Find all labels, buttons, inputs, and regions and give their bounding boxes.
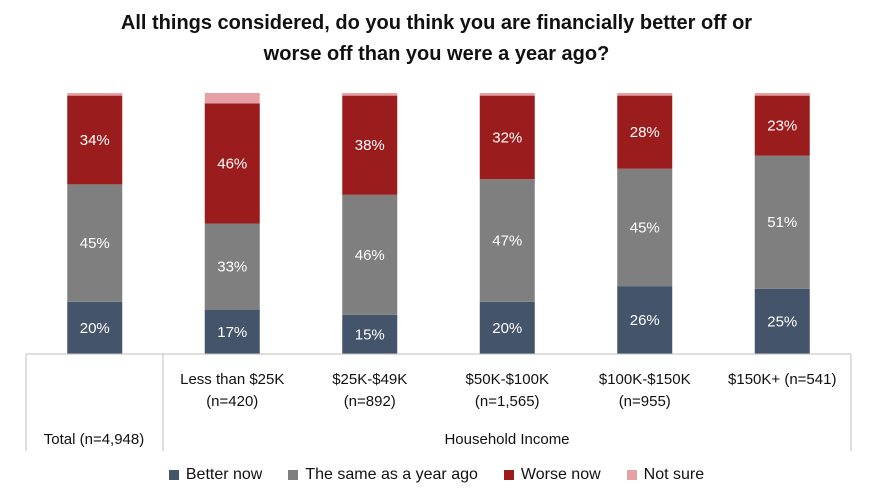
bar-3-4	[479, 95, 535, 180]
data-label-2-6: 51%	[767, 214, 797, 231]
legend-item-not-sure: Not sure	[626, 466, 705, 484]
data-label-1-1: 20%	[80, 320, 110, 337]
bar-3-6	[754, 95, 810, 156]
chart-title: All things considered, do you think you …	[0, 8, 873, 70]
data-label-2-1: 45%	[80, 235, 110, 252]
category-label-5: $100K-$150K	[599, 371, 691, 388]
data-label-3-6: 23%	[767, 118, 797, 135]
legend-swatch-better-now	[168, 470, 179, 480]
data-label-1-6: 25%	[767, 313, 797, 330]
group-label-total: Total (n=4,948)	[44, 431, 144, 448]
category-label-4: $50K-$100K	[466, 371, 549, 388]
legend-label-worse-now: Worse now	[520, 466, 601, 483]
bar-3-3	[342, 95, 398, 195]
bar-3-5	[617, 95, 673, 169]
legend-label-not-sure: Not sure	[643, 466, 705, 483]
data-label-3-1: 34%	[80, 132, 110, 149]
legend-label-better-now: Better now	[185, 466, 263, 483]
data-label-3-2: 46%	[217, 155, 247, 172]
legend-swatch-not-sure	[626, 470, 637, 480]
bar-4-6	[754, 93, 810, 96]
bar-3-1	[67, 95, 123, 185]
data-label-1-5: 26%	[630, 312, 660, 329]
bar-1-1	[67, 301, 123, 354]
data-label-1-4: 20%	[492, 320, 522, 337]
legend-item-better-now: Better now	[168, 466, 263, 484]
data-label-1-2: 17%	[217, 324, 247, 341]
bar-1-4	[479, 301, 535, 354]
category-sublabel-3: (n=892)	[344, 393, 396, 410]
legend-item-worse-now: Worse now	[503, 466, 601, 484]
data-label-3-5: 28%	[630, 124, 660, 141]
legend-item-same: The same as a year ago	[288, 466, 478, 484]
category-label-3: $25K-$49K	[332, 371, 407, 388]
bar-2-4	[479, 179, 535, 302]
category-label-6: $150K+ (n=541)	[728, 371, 836, 388]
data-label-2-4: 47%	[492, 232, 522, 249]
bar-4-3	[342, 93, 398, 96]
bar-4-5	[617, 93, 673, 96]
bar-2-6	[754, 155, 810, 289]
data-label-3-3: 38%	[355, 137, 385, 154]
bar-1-5	[617, 286, 673, 354]
bar-2-5	[617, 168, 673, 287]
bar-2-1	[67, 184, 123, 302]
bar-2-2	[204, 223, 260, 310]
data-label-1-3: 15%	[355, 326, 385, 343]
category-label-2: Less than $25K	[180, 371, 284, 388]
bar-4-2	[204, 93, 260, 104]
bar-1-6	[754, 288, 810, 354]
legend-swatch-worse-now	[503, 470, 514, 480]
data-label-3-4: 32%	[492, 129, 522, 146]
data-label-2-2: 33%	[217, 259, 247, 276]
category-sublabel-5: (n=955)	[619, 393, 671, 410]
data-label-2-5: 45%	[630, 219, 660, 236]
bar-1-2	[204, 309, 260, 354]
bar-3-2	[204, 103, 260, 224]
chart-title-line-2: worse off than you were a year ago?	[263, 43, 610, 65]
chart-title-line-1: All things considered, do you think you …	[120, 12, 753, 34]
legend-swatch-same	[288, 470, 299, 480]
legend: Better now The same as a year ago Worse …	[0, 466, 873, 484]
category-sublabel-4: (n=1,565)	[475, 393, 540, 410]
category-sublabel-2: (n=420)	[206, 393, 258, 410]
bar-1-3	[342, 314, 398, 354]
bar-4-4	[479, 93, 535, 96]
bar-4-1	[67, 93, 123, 96]
data-label-2-3: 46%	[355, 247, 385, 264]
group-label-income: Household Income	[444, 431, 569, 448]
legend-label-same: The same as a year ago	[305, 466, 478, 483]
bar-2-3	[342, 194, 398, 315]
